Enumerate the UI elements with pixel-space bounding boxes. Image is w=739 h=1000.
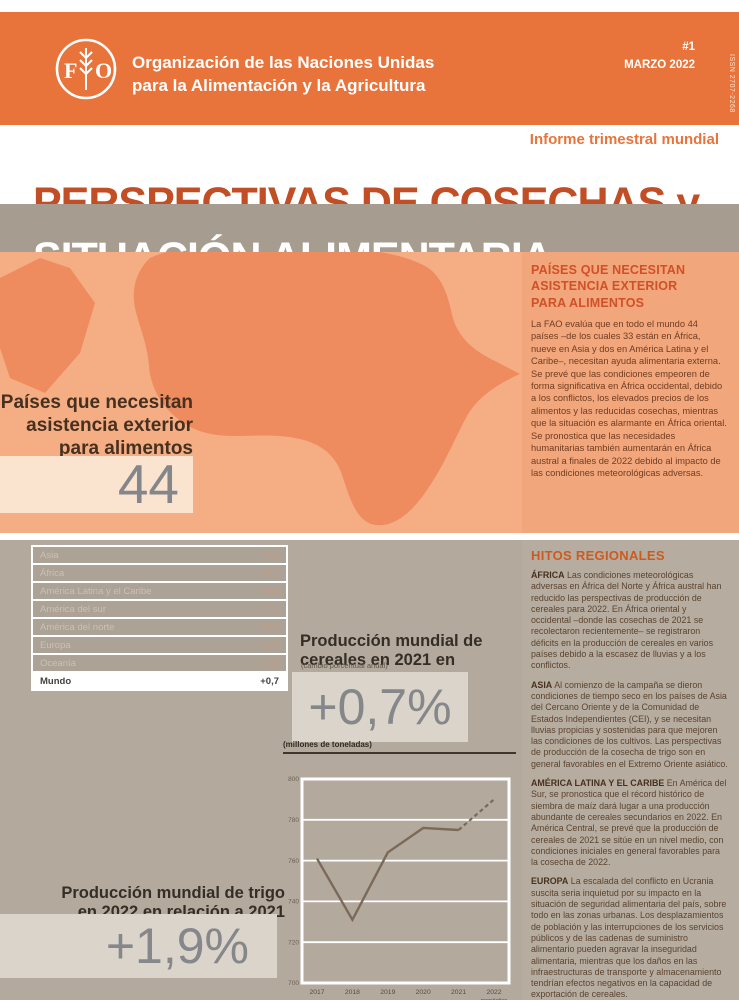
svg-text:2017: 2017 (309, 989, 324, 996)
svg-text:700: 700 (288, 980, 299, 987)
table-row-world-total: Mundo +0,7 (33, 673, 286, 689)
svg-text:800: 800 (288, 776, 299, 783)
map-label: Países que necesitan asistencia exterior… (0, 392, 193, 459)
wheat-stat-value: +1,9% (105, 918, 249, 974)
sidebar-assistance-heading: PAÍSES QUE NECESITAN ASISTENCIA EXTERIOR… (531, 263, 686, 310)
fao-logo-icon: F O (55, 38, 117, 100)
svg-text:740: 740 (288, 899, 299, 906)
countries-count: 44 (117, 453, 179, 515)
table-row: Oceanía +7,8 (33, 655, 286, 671)
lower-section: Asia -0,1 África +1,2 América Latina y e… (0, 540, 739, 1000)
svg-text:O: O (95, 58, 112, 83)
svg-text:760: 760 (288, 858, 299, 865)
regional-highlights-heading: HITOS REGIONALES (531, 548, 665, 563)
issue-date: MARZO 2022 (624, 59, 695, 72)
sidebar-assistance-body: La FAO evalúa que en todo el mundo 44 pa… (531, 318, 727, 479)
issue-number: #1 (682, 41, 695, 53)
south-america-map-shape (0, 258, 95, 393)
svg-text:2021: 2021 (451, 989, 466, 996)
africa-map-shape (133, 252, 520, 526)
issue-info: #1 MARZO 2022 (624, 38, 695, 75)
svg-text:2022: 2022 (486, 989, 501, 996)
svg-text:720: 720 (288, 939, 299, 946)
svg-text:2019: 2019 (380, 989, 395, 996)
svg-text:F: F (64, 58, 77, 83)
masthead: F O Organización de las Naciones Unidas … (0, 12, 739, 125)
table-row: América del sur -2,7 (33, 601, 286, 617)
highlight-item: ÁFRICA Las condiciones meteorológicas ad… (531, 570, 722, 671)
cereals-stat-caption: (cambio porcentual anual) (301, 661, 388, 670)
cereals-stat-band: +0,7% (292, 672, 468, 742)
table-row: América del norte +0,1 (33, 619, 286, 635)
wheat-chart-svg: 700 720 740 760 780 800 2017 2018 2019 2020 2021 20… (288, 776, 511, 1000)
table-row: Europa +4,1 (33, 637, 286, 653)
wheat-stat-band: +1,9% (0, 914, 277, 978)
section-divider (0, 533, 739, 540)
highlight-item: AMÉRICA LATINA Y EL CARIBE En América de… (531, 778, 727, 868)
highlight-item: EUROPA La escalada del conflicto en Ucra… (531, 876, 727, 1000)
wheat-production-chart: (millones de toneladas) 700 720 740 760 780 8… (283, 740, 516, 1000)
wheat-icon (79, 48, 93, 90)
svg-text:pronóstico: pronóstico (481, 998, 508, 1000)
sidebar-regional-highlights: HITOS REGIONALES ÁFRICA Las condiciones … (522, 540, 739, 1000)
svg-text:2020: 2020 (416, 989, 431, 996)
map-section: Países que necesitan asistencia exterior… (0, 252, 739, 533)
svg-text:2018: 2018 (345, 989, 360, 996)
chart-unit-label: (millones de toneladas) (283, 740, 516, 754)
sidebar-assistance: PAÍSES QUE NECESITAN ASISTENCIA EXTERIOR… (522, 252, 739, 533)
organization-name: Organización de las Naciones Unidas para… (132, 53, 435, 95)
table-row: Asia -0,1 (33, 547, 286, 563)
title-band: SITUACIÓN ALIMENTARIA (0, 204, 739, 282)
countries-count-band: 44 (0, 456, 193, 513)
table-row: África +1,2 (33, 565, 286, 581)
issn-vertical: ISSN 2707-2268 (728, 54, 735, 113)
svg-text:780: 780 (288, 817, 299, 824)
report-kicker: Informe trimestral mundial (529, 131, 719, 148)
highlight-item: ASIA Al comienzo de la campaña se dieron… (531, 679, 728, 769)
cereals-stat-value: +0,7% (308, 679, 452, 735)
table-row: América Latina y el Caribe +0,5 (33, 583, 286, 599)
regional-production-table: Asia -0,1 África +1,2 América Latina y e… (31, 545, 288, 691)
